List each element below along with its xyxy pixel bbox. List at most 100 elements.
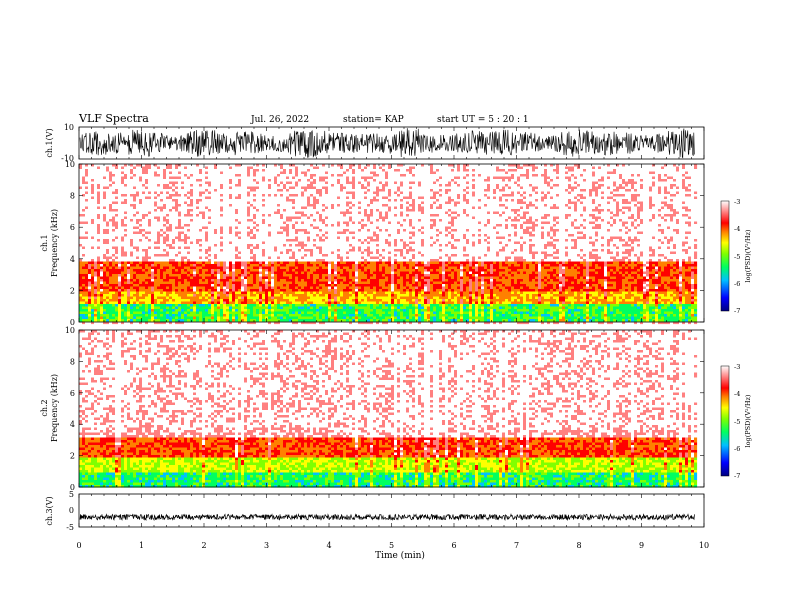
spectrogram-cell bbox=[130, 194, 134, 197]
spectrogram-cell bbox=[253, 259, 257, 262]
spectrogram-cell bbox=[223, 189, 227, 192]
spectrogram-cell bbox=[220, 226, 224, 230]
spectrogram-cell bbox=[226, 179, 230, 182]
spectrogram-cell bbox=[130, 261, 134, 265]
spectrogram-cell bbox=[298, 181, 302, 185]
spectrogram-cell bbox=[286, 169, 290, 172]
spectrogram-cell bbox=[280, 176, 284, 180]
spectrogram-cell bbox=[214, 279, 218, 282]
spectrogram-cell bbox=[163, 164, 167, 167]
spectrogram-cell bbox=[79, 181, 83, 185]
spectrogram-cell bbox=[229, 241, 233, 245]
spectrogram-cell bbox=[124, 234, 128, 237]
spectrogram-cell bbox=[181, 309, 185, 312]
spectrogram-cell bbox=[136, 296, 140, 300]
spectrogram-cell bbox=[220, 289, 224, 292]
spectrogram-cell bbox=[280, 169, 284, 172]
spectrogram-cell bbox=[256, 291, 260, 295]
spectrogram-cell bbox=[214, 309, 218, 312]
spectrogram-cell bbox=[202, 191, 206, 195]
spectrogram-cell bbox=[130, 241, 134, 245]
spectrogram-cell bbox=[250, 196, 254, 200]
spectrogram-cell bbox=[148, 234, 152, 237]
spectrogram-cell bbox=[190, 181, 194, 185]
spectrogram-cell bbox=[277, 209, 281, 212]
spectrogram-cell bbox=[286, 189, 290, 192]
spectrogram-cell bbox=[145, 294, 149, 297]
spectrogram-cell bbox=[295, 236, 299, 240]
spectrogram-cell bbox=[280, 264, 284, 267]
spectrogram-cell bbox=[91, 279, 95, 282]
spectrogram-cell bbox=[244, 239, 248, 242]
spectrogram-cell bbox=[247, 261, 251, 265]
spectrogram-cell bbox=[121, 271, 125, 275]
spectrogram-cell bbox=[181, 206, 185, 210]
spectrogram-cell bbox=[253, 239, 257, 242]
spectrogram-cell bbox=[232, 239, 236, 242]
spectrogram-cell bbox=[100, 164, 104, 167]
spectrogram-cell bbox=[151, 291, 155, 295]
spectrogram-cell bbox=[259, 321, 263, 325]
spectrogram-cell bbox=[202, 216, 206, 220]
spectrogram-cell bbox=[178, 199, 182, 202]
spectrogram-cell bbox=[226, 319, 230, 322]
spectrogram-cell bbox=[166, 271, 170, 275]
spectrogram-cell bbox=[190, 239, 194, 242]
spectrogram-cell bbox=[298, 266, 302, 270]
spectrogram-cell bbox=[199, 306, 203, 310]
spectrogram-cell bbox=[187, 271, 191, 275]
spectrogram-cell bbox=[235, 239, 239, 242]
spectrogram-cell bbox=[268, 209, 272, 212]
spectrogram-cell bbox=[109, 284, 113, 287]
spectrogram-cell bbox=[112, 229, 116, 232]
spectrogram-cell bbox=[79, 179, 83, 182]
spectrogram-cell bbox=[79, 211, 83, 215]
spectrogram-cell bbox=[136, 204, 140, 207]
spectrogram-cell bbox=[142, 271, 146, 275]
spectrogram-cell bbox=[256, 181, 260, 185]
spectrogram-cell bbox=[289, 321, 293, 325]
spectrogram-cell bbox=[274, 291, 278, 295]
spectrogram-cell bbox=[187, 256, 191, 260]
spectrogram-cell bbox=[166, 214, 170, 217]
spectrogram-cell bbox=[145, 209, 149, 212]
spectrogram-cell bbox=[82, 184, 86, 187]
spectrogram-cell bbox=[115, 191, 119, 195]
spectrogram-cell bbox=[283, 189, 287, 192]
spectrogram-cell bbox=[94, 239, 98, 242]
spectrogram-cell bbox=[154, 289, 158, 292]
spectrogram-cell bbox=[184, 319, 188, 322]
spectrogram-cell bbox=[160, 279, 164, 282]
spectrogram-cell bbox=[253, 304, 257, 307]
spectrogram-cell bbox=[205, 186, 209, 190]
spectrogram-cell bbox=[154, 224, 158, 227]
spectrogram-cell bbox=[193, 294, 197, 297]
spectrogram-cell bbox=[79, 304, 83, 307]
spectrogram-cell bbox=[151, 191, 155, 195]
spectrogram-cell bbox=[238, 284, 242, 287]
spectrogram-cell bbox=[226, 226, 230, 230]
spectrogram-cell bbox=[142, 261, 146, 265]
spectrogram-cell bbox=[208, 196, 212, 200]
spectrogram-cell bbox=[220, 251, 224, 255]
spectrogram-cell bbox=[253, 191, 257, 195]
spectrogram-cell bbox=[190, 194, 194, 197]
spectrogram-cell bbox=[205, 176, 209, 180]
spectrogram-cell bbox=[217, 226, 221, 230]
spectrogram-cell bbox=[121, 321, 125, 325]
spectrogram-cell bbox=[136, 231, 140, 235]
spectrogram-cell bbox=[304, 269, 308, 272]
spectrogram-cell bbox=[244, 281, 248, 285]
spectrogram-cell bbox=[295, 224, 299, 227]
spectrogram-cell bbox=[181, 311, 185, 315]
spectrogram-cell bbox=[223, 279, 227, 282]
spectrogram-cell bbox=[265, 271, 269, 275]
spectrogram-cell bbox=[151, 211, 155, 215]
spectrogram-cell bbox=[280, 321, 284, 325]
spectrogram-cell bbox=[250, 209, 254, 212]
spectrogram-cell bbox=[142, 284, 146, 287]
spectrogram-cell bbox=[283, 249, 287, 252]
spectrogram-cell bbox=[202, 266, 206, 270]
spectrogram-cell bbox=[82, 299, 86, 302]
spectrogram-cell bbox=[190, 216, 194, 220]
